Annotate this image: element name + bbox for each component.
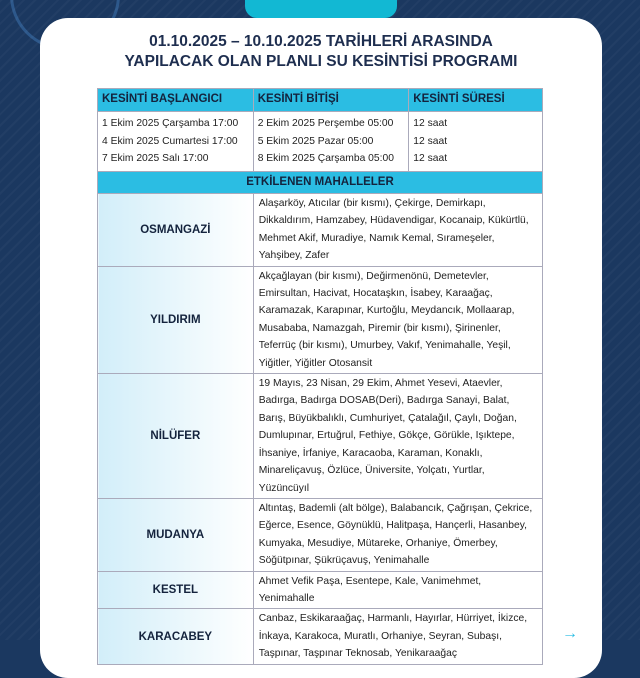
- duration-0: 12 saat: [413, 118, 448, 129]
- district-row: KESTEL Ahmet Vefik Paşa, Esentepe, Kale, …: [97, 570, 544, 610]
- duration-cell: 12 saat 12 saat 12 saat: [408, 111, 543, 172]
- neighborhoods: 19 Mayıs, 23 Nisan, 29 Ekim, Ahmet Yesev…: [252, 373, 544, 499]
- district-name: NİLÜFER: [97, 373, 254, 499]
- header-end: KESİNTİ BİTİŞİ: [252, 88, 410, 112]
- end-2: 8 Ekim 2025 Çarşamba 05:00: [257, 153, 394, 164]
- start-cell: 1 Ekim 2025 Çarşamba 17:00 4 Ekim 2025 Cu…: [97, 111, 254, 172]
- neighborhoods: Canbaz, Eskikaraağaç, Harmanlı, Hayırlar…: [252, 608, 544, 666]
- neighborhoods: Ahmet Vefik Paşa, Esentepe, Kale, Vanime…: [252, 570, 544, 610]
- district-name: KARACABEY: [97, 608, 254, 666]
- end-cell: 2 Ekim 2025 Perşembe 05:00 5 Ekim 2025 Pa…: [252, 111, 410, 172]
- district-name: KESTEL: [97, 570, 254, 610]
- affected-header-row: ETKİLENEN MAHALLELER: [97, 171, 543, 194]
- end-0: 2 Ekim 2025 Perşembe 05:00: [257, 118, 394, 129]
- schedule-row: 1 Ekim 2025 Çarşamba 17:00 4 Ekim 2025 Cu…: [97, 111, 543, 172]
- end-1: 5 Ekim 2025 Pazar 05:00: [257, 135, 374, 147]
- header-row: KESİNTİ BAŞLANGICI KESİNTİ BİTİŞİ KESİNT…: [97, 88, 543, 112]
- header-start: KESİNTİ BAŞLANGICI: [97, 88, 254, 112]
- top-banner-tab: [245, 0, 397, 18]
- neighborhoods: Akçağlayan (bir kısmı), Değirmenönü, Dem…: [252, 265, 544, 375]
- start-2: 7 Ekim 2025 Salı 17:00: [102, 153, 209, 164]
- affected-header: ETKİLENEN MAHALLELER: [97, 171, 543, 194]
- neighborhoods: Alaşarköy, Atıcılar (bir kısmı), Çekirge…: [252, 193, 544, 267]
- district-name: YILDIRIM: [97, 265, 254, 375]
- district-name: MUDANYA: [97, 497, 254, 572]
- neighborhoods: Altıntaş, Bademli (alt bölge), Balabancı…: [252, 497, 544, 572]
- title-line-2: YAPILACAK OLAN PLANLI SU KESİNTİSİ PROGR…: [124, 53, 518, 70]
- district-row: YILDIRIM Akçağlayan (bir kısmı), Değirmen…: [97, 265, 544, 375]
- start-1: 4 Ekim 2025 Cumartesi 17:00: [102, 135, 238, 147]
- duration-2: 12 saat: [413, 153, 448, 164]
- header-duration: KESİNTİ SÜRESİ: [408, 88, 543, 112]
- duration-1: 12 saat: [413, 135, 448, 147]
- page-title: 01.10.2025 – 10.10.2025 TARİHLERİ ARASIN…: [40, 32, 602, 72]
- outage-table: KESİNTİ BAŞLANGICI KESİNTİ BİTİŞİ KESİNT…: [97, 88, 544, 666]
- district-name: OSMANGAZİ: [97, 193, 254, 267]
- district-row: NİLÜFER 19 Mayıs, 23 Nisan, 29 Ekim, Ahme…: [97, 373, 544, 499]
- start-0: 1 Ekim 2025 Çarşamba 17:00: [102, 118, 239, 129]
- district-row: MUDANYA Altıntaş, Bademli (alt bölge), Ba…: [97, 497, 544, 572]
- district-row: KARACABEY Canbaz, Eskikaraağaç, Harmanlı,…: [97, 608, 544, 666]
- district-row: OSMANGAZİ Alaşarköy, Atıcılar (bir kısmı)…: [97, 193, 544, 267]
- next-arrow-icon[interactable]: →: [562, 625, 578, 642]
- title-line-1: 01.10.2025 – 10.10.2025 TARİHLERİ ARASIN…: [149, 33, 493, 50]
